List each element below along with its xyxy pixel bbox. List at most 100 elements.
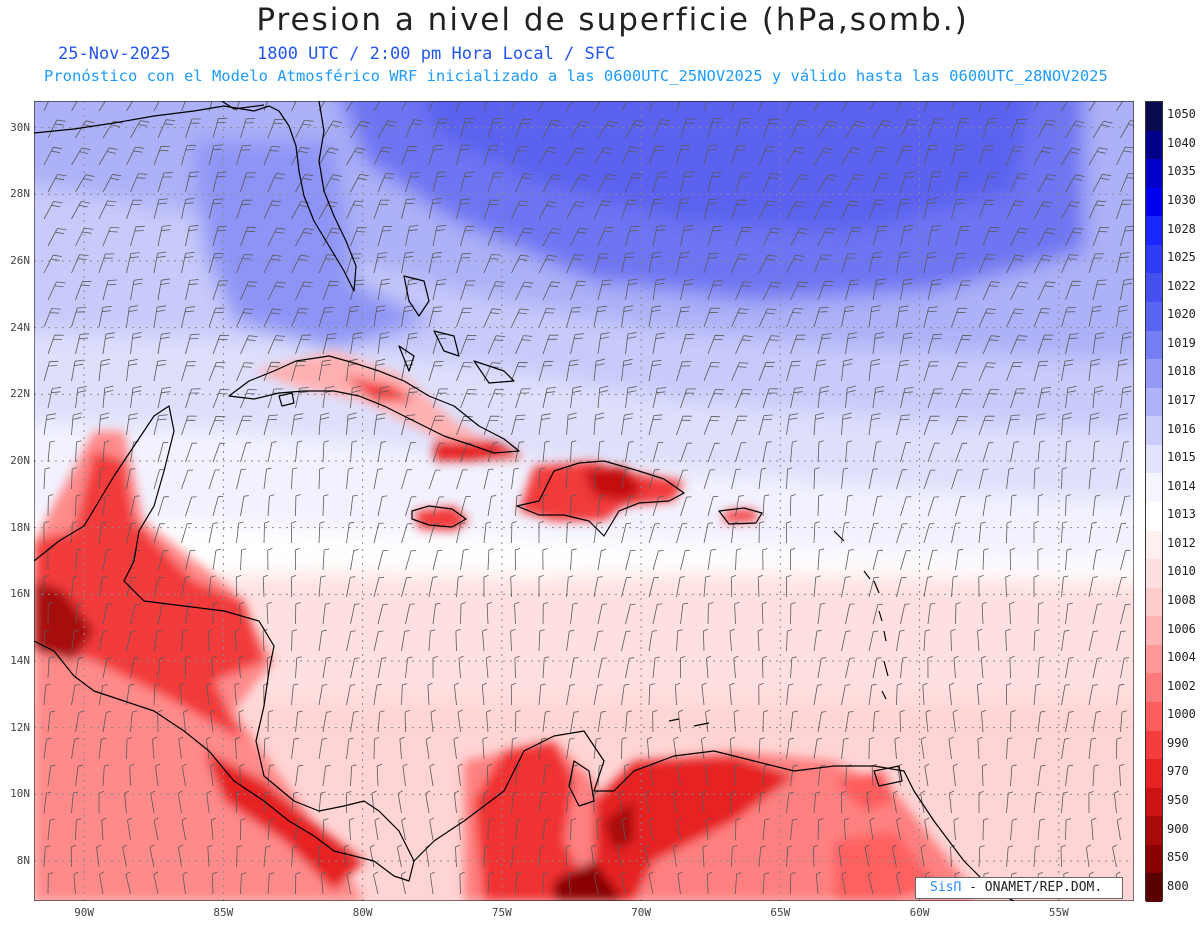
lon-label: 90W bbox=[74, 906, 95, 919]
pressure-map bbox=[34, 101, 1134, 901]
legend-swatch bbox=[1146, 359, 1162, 389]
legend-swatch bbox=[1146, 530, 1162, 560]
lake-maracaibo bbox=[568, 760, 595, 807]
legend-swatch bbox=[1146, 673, 1162, 703]
legend-level: 1018 bbox=[1167, 364, 1196, 379]
lat-label: 22N bbox=[10, 387, 30, 401]
date-label: 25-Nov-2025 bbox=[58, 44, 171, 64]
legend-level: 1012 bbox=[1167, 535, 1196, 550]
central-america bbox=[34, 405, 415, 882]
hispaniola bbox=[516, 460, 685, 537]
legend-swatch bbox=[1146, 216, 1162, 246]
legend-swatch bbox=[1146, 787, 1162, 817]
legend-level: 1019 bbox=[1167, 335, 1196, 350]
legend-swatch bbox=[1146, 816, 1162, 846]
sispi-logo-text: SisΠ bbox=[930, 880, 962, 895]
legend-swatch bbox=[1146, 587, 1162, 617]
wind-barbs bbox=[43, 101, 1134, 895]
legend-level: 1017 bbox=[1167, 393, 1196, 407]
lon-label: 65W bbox=[770, 906, 791, 919]
lat-label: 26N bbox=[10, 254, 30, 267]
legend-swatch bbox=[1146, 730, 1162, 760]
coastlines bbox=[34, 101, 1015, 901]
legend-level: 1010 bbox=[1167, 564, 1196, 579]
legend-swatch bbox=[1146, 244, 1162, 274]
lat-label: 10N bbox=[10, 787, 30, 801]
lat-label: 30N bbox=[10, 120, 30, 134]
legend-swatch bbox=[1146, 759, 1162, 789]
legend-swatch bbox=[1146, 502, 1162, 532]
lat-label: 14N bbox=[10, 654, 30, 667]
isla-juventud bbox=[278, 392, 295, 407]
legend-swatch bbox=[1146, 644, 1162, 674]
lat-label: 16N bbox=[10, 587, 30, 601]
puerto-rico bbox=[718, 507, 763, 525]
legend-level: 800 bbox=[1167, 878, 1189, 893]
legend-level: 850 bbox=[1167, 850, 1189, 865]
lesser-antilles bbox=[833, 530, 889, 700]
time-label: 1800 UTC / 2:00 pm Hora Local / SFC bbox=[257, 44, 616, 64]
legend-level: 1000 bbox=[1167, 707, 1196, 722]
credit-box: SisΠ - ONAMET/REP.DOM. bbox=[915, 877, 1123, 899]
legend-swatch bbox=[1146, 330, 1162, 360]
legend-level: 1020 bbox=[1167, 307, 1196, 322]
legend-level: 1002 bbox=[1167, 678, 1196, 693]
trinidad bbox=[873, 765, 903, 787]
legend-swatch bbox=[1146, 473, 1162, 503]
jamaica bbox=[411, 505, 467, 528]
florida-west bbox=[220, 101, 265, 110]
abc-islands bbox=[668, 718, 710, 727]
lat-label: 28N bbox=[10, 187, 30, 201]
legend-level: 1050 bbox=[1167, 107, 1196, 122]
lon-label: 85W bbox=[213, 906, 234, 919]
lon-label: 80W bbox=[352, 906, 373, 919]
legend-level: 1035 bbox=[1167, 164, 1196, 179]
legend-swatch bbox=[1146, 159, 1162, 189]
legend-level: 970 bbox=[1167, 764, 1189, 779]
legend-swatch bbox=[1146, 616, 1162, 646]
legend-level: 1006 bbox=[1167, 621, 1196, 636]
lon-label: 75W bbox=[491, 906, 512, 919]
florida-coast bbox=[34, 101, 357, 292]
lon-label: 70W bbox=[631, 906, 652, 919]
legend-level: 1040 bbox=[1167, 135, 1196, 150]
legend-level: 990 bbox=[1167, 735, 1189, 750]
legend-level: 1025 bbox=[1167, 250, 1196, 265]
color-legend bbox=[1145, 101, 1163, 903]
credit-org: - ONAMET/REP.DOM. bbox=[969, 880, 1103, 895]
legend-swatch bbox=[1146, 844, 1162, 874]
bahamas bbox=[398, 275, 515, 384]
legend-level: 900 bbox=[1167, 821, 1189, 836]
legend-level: 1013 bbox=[1167, 507, 1196, 522]
legend-swatch bbox=[1146, 273, 1162, 303]
legend-swatch bbox=[1146, 387, 1162, 417]
legend-level: 1015 bbox=[1167, 450, 1196, 465]
legend-swatch bbox=[1146, 102, 1162, 132]
lon-label: 55W bbox=[1048, 906, 1069, 919]
legend-swatch bbox=[1146, 416, 1162, 446]
pressure-shading bbox=[34, 101, 1134, 901]
legend-swatch bbox=[1146, 873, 1162, 903]
map-title: Presion a nivel de superficie (hPa,somb.… bbox=[256, 2, 969, 38]
lat-label: 12N bbox=[10, 720, 30, 734]
legend-level: 1008 bbox=[1167, 593, 1196, 607]
legend-level: 1030 bbox=[1167, 193, 1196, 207]
legend-level: 1022 bbox=[1167, 278, 1196, 293]
graticule bbox=[34, 101, 1134, 901]
legend-level: 950 bbox=[1167, 793, 1189, 807]
forecast-info: Pronóstico con el Modelo Atmosférico WRF… bbox=[44, 67, 1108, 85]
lat-label: 18N bbox=[10, 520, 30, 534]
legend-level: 1014 bbox=[1167, 478, 1196, 493]
colombia-venezuela-coast bbox=[413, 730, 1015, 901]
legend-swatch bbox=[1146, 130, 1162, 160]
legend-level: 1004 bbox=[1167, 650, 1196, 665]
lat-label: 8N bbox=[16, 854, 30, 867]
legend-swatch bbox=[1146, 302, 1162, 332]
legend-swatch bbox=[1146, 559, 1162, 589]
legend-level: 1028 bbox=[1167, 221, 1196, 236]
legend-swatch bbox=[1146, 187, 1162, 217]
legend-swatch bbox=[1146, 444, 1162, 474]
lon-label: 60W bbox=[909, 906, 930, 919]
cuba bbox=[228, 355, 520, 454]
lat-label: 20N bbox=[10, 454, 30, 467]
